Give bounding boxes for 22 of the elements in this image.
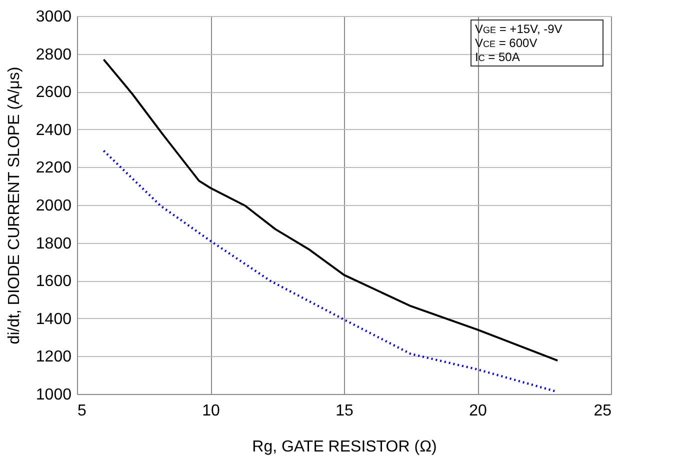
x-tick-label: 25: [594, 402, 612, 420]
x-tick-label: 15: [336, 402, 354, 420]
y-axis-title: di/dt, DIODE CURRENT SLOPE (A/μs): [6, 66, 23, 344]
x-tick-label: 5: [78, 402, 86, 420]
y-tick-label: 2600: [36, 84, 72, 102]
y-tick-label: 1000: [36, 386, 72, 404]
y-tick-label: 2400: [36, 122, 72, 139]
y-tick-label: 2200: [36, 160, 72, 177]
y-tick-label: 1600: [36, 273, 72, 290]
line-series: [102, 150, 556, 392]
x-axis-title: Rg, GATE RESISTOR (Ω): [252, 438, 437, 456]
x-tick-label: 10: [202, 402, 220, 420]
y-tick-label: 1800: [36, 235, 72, 252]
y-tick-label: 1200: [36, 348, 72, 366]
y-tick-label: 3000: [36, 8, 72, 26]
annotation: VCE = 600V: [475, 36, 538, 50]
annotation: IC = 50A: [475, 50, 520, 64]
x-tick-label: 20: [469, 402, 487, 420]
y-tick-label: 2000: [36, 198, 72, 214]
y-tick-label: 2800: [36, 46, 72, 64]
annotation: VGE = +15V, -9V: [475, 22, 562, 36]
y-tick-label: 1400: [36, 310, 72, 328]
